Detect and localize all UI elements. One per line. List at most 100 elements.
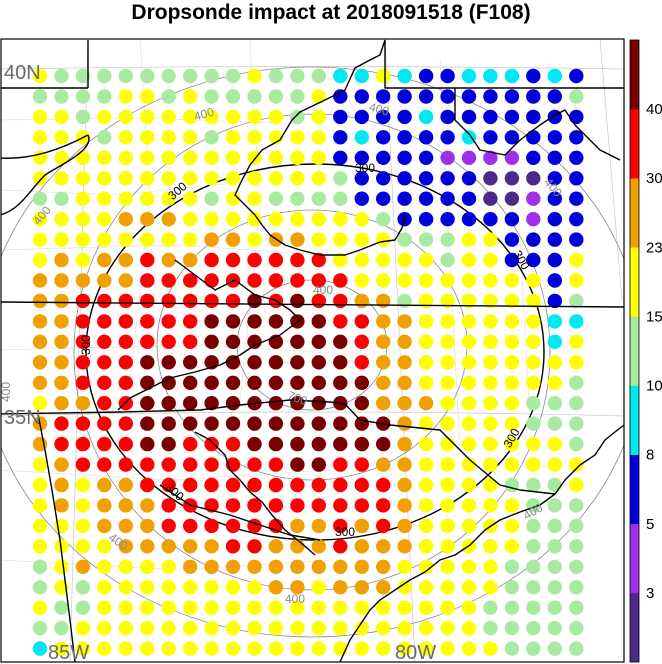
impact-dot xyxy=(247,416,262,431)
impact-dot xyxy=(483,355,498,370)
impact-dot xyxy=(311,457,326,472)
impact-dot xyxy=(461,518,477,534)
impact-dot xyxy=(247,457,262,472)
impact-dot xyxy=(504,314,520,329)
impact-dot xyxy=(97,273,112,288)
contour-label-300: 300 xyxy=(335,525,355,539)
impact-dot xyxy=(397,130,412,145)
impact-dot xyxy=(569,559,584,574)
impact-dot xyxy=(140,334,155,349)
impact-dot xyxy=(376,334,391,349)
impact-dot xyxy=(418,68,434,84)
impact-dot xyxy=(526,252,541,268)
impact-dot xyxy=(183,477,198,493)
impact-dot xyxy=(268,68,284,84)
impact-dot xyxy=(547,355,562,370)
impact-dot xyxy=(183,580,198,595)
impact-dot xyxy=(97,89,112,104)
impact-dot xyxy=(461,150,477,165)
impact-dot xyxy=(204,559,219,574)
impact-dot xyxy=(504,171,520,186)
state-line-fl xyxy=(159,484,321,541)
impact-dot xyxy=(569,293,584,309)
impact-dot xyxy=(376,580,391,595)
impact-dot xyxy=(483,130,498,145)
colorbar-label: 3 xyxy=(646,585,654,602)
impact-dot xyxy=(290,518,305,534)
colorbar-segment xyxy=(630,592,639,663)
impact-dot xyxy=(376,436,391,452)
impact-dot xyxy=(118,436,133,452)
impact-dot xyxy=(418,109,434,125)
impact-dot xyxy=(333,559,348,574)
impact-dot xyxy=(75,600,91,615)
impact-dot xyxy=(204,68,219,84)
impact-dot xyxy=(504,212,520,227)
impact-dot xyxy=(140,620,155,636)
impact-dot xyxy=(183,314,198,329)
impact-dot xyxy=(225,539,241,554)
impact-dot xyxy=(140,109,155,125)
impact-dot xyxy=(118,477,133,493)
impact-dot xyxy=(569,68,584,84)
impact-dot xyxy=(290,232,305,247)
impact-dot xyxy=(483,641,498,656)
impact-dot xyxy=(526,477,541,493)
impact-dot xyxy=(140,68,155,84)
lat-label-40n: 40N xyxy=(4,62,41,84)
contour-label-300: 300 xyxy=(79,335,93,355)
impact-dot xyxy=(440,314,455,329)
impact-dot xyxy=(247,334,262,349)
impact-dot xyxy=(290,416,305,431)
impact-dot xyxy=(118,600,133,615)
impact-dot xyxy=(140,314,155,329)
impact-dot xyxy=(397,252,412,268)
impact-dot xyxy=(118,375,133,390)
state-boundaries xyxy=(1,39,624,662)
impact-dot xyxy=(97,620,112,636)
impact-dot xyxy=(569,109,584,125)
impact-dot xyxy=(483,150,498,165)
impact-dot xyxy=(161,436,176,452)
impact-dot xyxy=(140,416,155,431)
impact-dot xyxy=(504,355,520,370)
parallel-state-line xyxy=(1,301,624,308)
impact-dot xyxy=(290,171,305,186)
impact-dot xyxy=(183,375,198,390)
impact-dot xyxy=(225,232,241,247)
impact-dot xyxy=(247,620,262,636)
impact-dot xyxy=(354,498,369,513)
impact-dot xyxy=(268,109,284,125)
impact-dot xyxy=(161,252,176,268)
impact-dot xyxy=(397,641,412,656)
impact-dot xyxy=(247,89,262,104)
impact-dot xyxy=(397,150,412,165)
impact-dot xyxy=(290,109,305,125)
impact-dot xyxy=(569,232,584,247)
impact-dot xyxy=(376,641,391,656)
impact-dot xyxy=(140,559,155,574)
colorbar-segment xyxy=(630,316,639,386)
impact-dot xyxy=(461,252,477,268)
impact-dot xyxy=(97,580,112,595)
impact-dot xyxy=(569,641,584,656)
impact-dot xyxy=(75,355,91,370)
impact-dot xyxy=(268,416,284,431)
impact-dot xyxy=(354,539,369,554)
impact-dot xyxy=(547,477,562,493)
impact-dot xyxy=(440,89,455,104)
impact-dot xyxy=(311,600,326,615)
impact-dot xyxy=(526,457,541,472)
impact-dot xyxy=(547,641,562,656)
state-line-appalachian xyxy=(234,39,406,256)
impact-dot xyxy=(440,396,455,411)
impact-dot xyxy=(32,252,48,268)
impact-dot xyxy=(225,150,241,165)
impact-dot xyxy=(311,641,326,656)
impact-dot xyxy=(161,212,176,227)
impact-dot xyxy=(161,498,176,513)
colorbar-frame xyxy=(629,39,640,663)
impact-dot xyxy=(354,600,369,615)
impact-dot xyxy=(54,355,69,370)
impact-dot xyxy=(397,334,412,349)
